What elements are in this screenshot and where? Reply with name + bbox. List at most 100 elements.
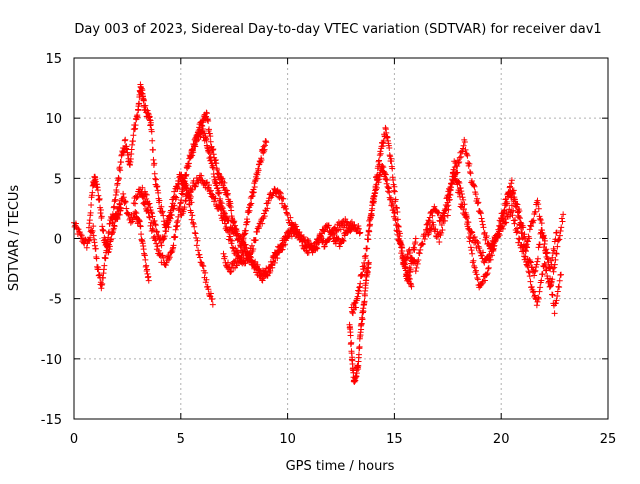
- data-point: [524, 238, 531, 245]
- data-point: [267, 258, 274, 265]
- data-point: [535, 295, 542, 302]
- data-point: [481, 229, 488, 236]
- data-point: [264, 272, 271, 279]
- data-point: [216, 204, 223, 211]
- data-point: [384, 176, 391, 183]
- data-point: [366, 222, 373, 229]
- data-point: [120, 190, 127, 197]
- data-point: [242, 227, 249, 234]
- data-point: [197, 125, 204, 132]
- data-point: [438, 222, 445, 229]
- data-point: [186, 200, 193, 207]
- data-point: [193, 242, 200, 249]
- data-point: [150, 146, 157, 153]
- data-point: [465, 159, 472, 166]
- data-point: [519, 244, 526, 251]
- data-point: [195, 247, 202, 254]
- data-point: [549, 292, 556, 299]
- data-point: [155, 232, 162, 239]
- data-point: [92, 245, 99, 252]
- data-point: [120, 194, 127, 201]
- data-point: [203, 110, 210, 117]
- data-point: [102, 236, 109, 243]
- data-point: [392, 196, 399, 203]
- data-point: [111, 203, 118, 210]
- data-point: [336, 243, 343, 250]
- data-point: [521, 256, 528, 263]
- data-point: [500, 210, 507, 217]
- data-point: [473, 271, 480, 278]
- data-point: [548, 261, 555, 268]
- data-point: [442, 207, 449, 214]
- data-point: [418, 241, 425, 248]
- data-point: [170, 242, 177, 249]
- data-point: [263, 139, 270, 146]
- data-point: [265, 197, 272, 204]
- data-point: [101, 262, 108, 269]
- data-point: [356, 343, 363, 350]
- data-point: [259, 277, 266, 284]
- data-point: [235, 260, 242, 267]
- data-point: [189, 187, 196, 194]
- data-point: [100, 227, 107, 234]
- data-point: [155, 189, 162, 196]
- data-point: [202, 269, 209, 276]
- data-point: [287, 214, 294, 221]
- data-point: [152, 221, 159, 228]
- data-point: [143, 191, 150, 198]
- data-point: [171, 188, 178, 195]
- data-point: [509, 190, 516, 197]
- data-point: [191, 223, 198, 230]
- data-point: [560, 211, 567, 218]
- data-point: [538, 277, 545, 284]
- data-point: [540, 233, 547, 240]
- data-point: [531, 272, 538, 279]
- data-point: [170, 205, 177, 212]
- data-point: [531, 292, 538, 299]
- data-point: [283, 235, 290, 242]
- data-point: [296, 229, 303, 236]
- data-point: [181, 204, 188, 211]
- data-point: [547, 265, 554, 272]
- data-point: [459, 194, 466, 201]
- data-point: [201, 130, 208, 137]
- data-point: [141, 201, 148, 208]
- data-point: [448, 180, 455, 187]
- data-point: [494, 233, 501, 240]
- data-point: [389, 199, 396, 206]
- data-point: [137, 186, 144, 193]
- data-point: [248, 258, 255, 265]
- data-point: [412, 268, 419, 275]
- data-point: [458, 188, 465, 195]
- data-point: [443, 203, 450, 210]
- data-point: [542, 250, 549, 257]
- data-point: [547, 275, 554, 282]
- data-point: [361, 262, 368, 269]
- data-point: [124, 151, 131, 158]
- data-point: [138, 85, 145, 92]
- data-point: [559, 218, 566, 225]
- data-point: [134, 114, 141, 121]
- data-point: [212, 195, 219, 202]
- data-point: [183, 181, 190, 188]
- data-point: [485, 257, 492, 264]
- data-point: [415, 249, 422, 256]
- data-point: [535, 244, 542, 251]
- data-point: [419, 241, 426, 248]
- data-point: [509, 212, 516, 219]
- data-point: [168, 212, 175, 219]
- data-point: [283, 209, 290, 216]
- data-point: [183, 171, 190, 178]
- data-point: [534, 298, 541, 305]
- data-point: [527, 258, 534, 265]
- data-point: [552, 300, 559, 307]
- data-point: [132, 208, 139, 215]
- data-point: [102, 255, 109, 262]
- data-point: [150, 156, 157, 163]
- data-point: [521, 253, 528, 260]
- data-point: [422, 232, 429, 239]
- data-point: [95, 266, 102, 273]
- data-point: [417, 246, 424, 253]
- data-point: [308, 246, 315, 253]
